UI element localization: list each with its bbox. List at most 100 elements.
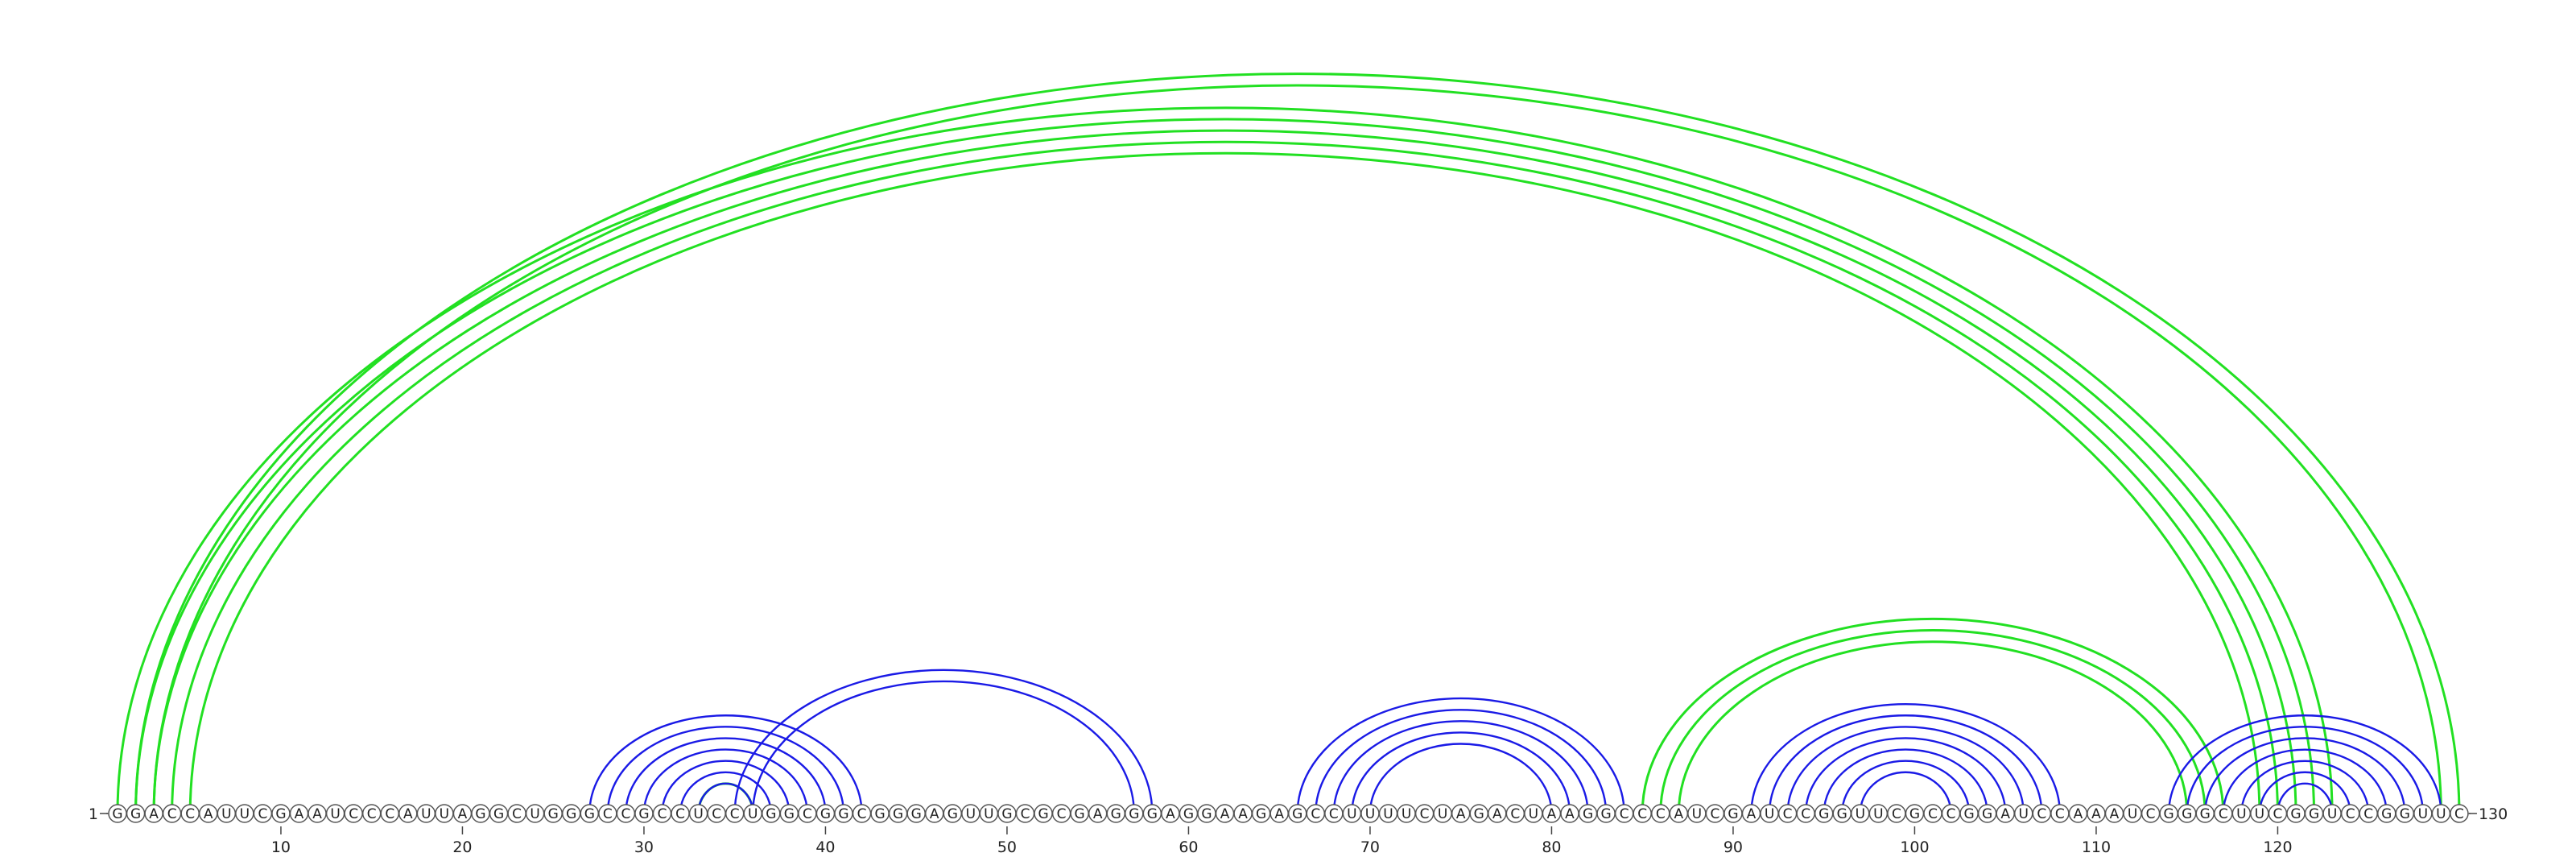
- nucleotide-letter: G: [112, 806, 122, 822]
- nucleotide-letter: C: [2219, 806, 2228, 822]
- arc-helix-66-84: [1351, 731, 1571, 814]
- nucleotide-letter: G: [2381, 806, 2392, 822]
- nucleotide-letter: C: [1928, 806, 1938, 822]
- nucleotide-letter: A: [1093, 806, 1103, 822]
- nucleotide-letter: G: [1474, 806, 1484, 822]
- arc-helix-91-108: [1859, 771, 1952, 814]
- nucleotide-letter: U: [1365, 806, 1375, 822]
- nucleotide-letter: G: [875, 806, 886, 822]
- nucleotide-letter: C: [857, 806, 867, 822]
- arc-helix-114-128: [2204, 737, 2406, 814]
- nucleotide-letter: C: [385, 806, 394, 822]
- arc-helix-28-42: [606, 726, 845, 814]
- nucleotide-letter: C: [2055, 806, 2065, 822]
- arc-mid-green-helix: [1641, 617, 2225, 814]
- nucleotide-letter: G: [766, 806, 776, 822]
- nucleotide-letter: C: [1021, 806, 1030, 822]
- nucleotide-letter: C: [1329, 806, 1339, 822]
- nucleotide-letter: G: [2309, 806, 2319, 822]
- arc-helix-66-84: [1368, 743, 1553, 814]
- tick-label: 10: [271, 838, 291, 856]
- nucleotide-letter: U: [1438, 806, 1447, 822]
- nucleotide-letter: G: [1837, 806, 1847, 822]
- nucleotide-letter: C: [658, 806, 667, 822]
- tick-label: 80: [1542, 838, 1561, 856]
- nucleotide-letter: C: [2346, 806, 2355, 822]
- nucleotide-letter: G: [548, 806, 559, 822]
- end-position-label: 130: [2479, 805, 2508, 823]
- nucleotide-letter: G: [566, 806, 576, 822]
- arc-helix-114-128: [2258, 771, 2351, 814]
- arc-helix-35-58: [733, 669, 1154, 814]
- arc-helix-91-108: [1768, 714, 2043, 814]
- arc-helix-28-42: [661, 760, 791, 814]
- nucleotide-letter: G: [2182, 806, 2192, 822]
- nucleotide-letter: U: [693, 806, 703, 822]
- nucleotide-letter: G: [893, 806, 903, 822]
- tick-label: 40: [815, 838, 835, 856]
- nucleotide-letter: C: [1510, 806, 1520, 822]
- nucleotide-letter: U: [1347, 806, 1356, 822]
- arc-outer-pseudoknot: [134, 118, 2316, 814]
- nucleotide-letter: G: [1292, 806, 1302, 822]
- nucleotide-letter: U: [240, 806, 250, 822]
- nucleotide-letter: C: [1620, 806, 1629, 822]
- nucleotide-letter: A: [312, 806, 322, 822]
- nucleotide-letter: C: [1710, 806, 1719, 822]
- arc-outer-pseudoknot: [152, 129, 2297, 814]
- arc-helix-66-84: [1296, 697, 1625, 814]
- nucleotide-letter: C: [185, 806, 195, 822]
- arc-helix-114-128: [2277, 782, 2334, 814]
- tick-label: 60: [1179, 838, 1198, 856]
- arc-helix-66-84: [1315, 709, 1608, 814]
- tick-label: 90: [1724, 838, 1743, 856]
- nucleotide-letter: G: [1038, 806, 1048, 822]
- nucleotide-letter: A: [2110, 806, 2120, 822]
- arc-helix-91-108: [1823, 748, 1988, 814]
- nucleotide-letter: A: [1238, 806, 1248, 822]
- nucleotide-letter: A: [403, 806, 413, 822]
- arc-helix-91-108: [1786, 726, 2025, 814]
- nucleotide-letter: C: [712, 806, 721, 822]
- nucleotide-letter: C: [1656, 806, 1666, 822]
- arc-long-range-thin: [152, 84, 2442, 814]
- arc-mid-green-helix: [1677, 640, 2189, 814]
- nucleotide-letter: C: [675, 806, 685, 822]
- nucleotide-letter: G: [130, 806, 141, 822]
- arc-helix-28-42: [679, 771, 772, 814]
- nucleotide-letter: C: [1637, 806, 1647, 822]
- nucleotide-letter: C: [2273, 806, 2283, 822]
- arc-outer-pseudoknot: [188, 151, 2261, 814]
- arc-helix-28-42: [588, 714, 863, 814]
- nucleotide-letter: G: [1129, 806, 1139, 822]
- nucleotide-letter: G: [838, 806, 848, 822]
- nucleotide-letter: U: [221, 806, 231, 822]
- nucleotide-letter: C: [349, 806, 358, 822]
- nucleotide-letter: G: [911, 806, 922, 822]
- nucleotide-letter: U: [2128, 806, 2137, 822]
- nucleotide-letter: C: [1946, 806, 1956, 822]
- nucleotide-letter: G: [2400, 806, 2410, 822]
- nucleotide-letter: C: [2146, 806, 2156, 822]
- nucleotide-letter: C: [1801, 806, 1810, 822]
- nucleotide-letter: A: [1547, 806, 1557, 822]
- nucleotide-letter: A: [1747, 806, 1757, 822]
- nucleotide-letter: G: [1111, 806, 1121, 822]
- nucleotide-letter: G: [475, 806, 485, 822]
- nucleotide-letter: C: [803, 806, 812, 822]
- base-pair-arcs: [116, 72, 2461, 814]
- nucleotide-letter: U: [1529, 806, 1538, 822]
- nucleotide-letter: A: [2074, 806, 2083, 822]
- tick-label: 70: [1360, 838, 1380, 856]
- tick-label: 100: [1900, 838, 1929, 856]
- nucleotide-letter: C: [2454, 806, 2464, 822]
- nucleotide-letter: G: [1982, 806, 1992, 822]
- nucleotide-letter: G: [1201, 806, 1212, 822]
- nucleotide-letter: U: [1873, 806, 1883, 822]
- arc-long-range-thin: [134, 72, 2461, 814]
- position-ticks: 10 20 30 40 50 60 70 80 90 100 110 120: [271, 826, 2293, 856]
- arc-helix-91-108: [1750, 703, 2062, 814]
- arc-helix-28-42: [625, 737, 827, 814]
- nucleotide-letter: U: [2436, 806, 2446, 822]
